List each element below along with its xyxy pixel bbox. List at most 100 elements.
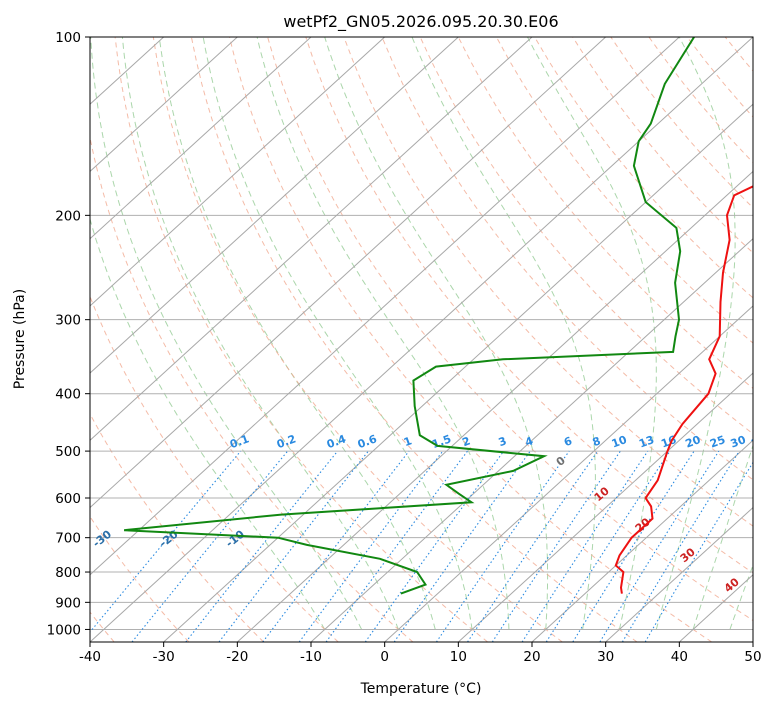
- chart-title: wetPf2_GN05.2026.095.20.30.E06: [283, 12, 558, 32]
- mixing-ratio-line: [545, 450, 671, 642]
- mixing-ratio-label: 0.4: [325, 432, 348, 451]
- dry-adiabat-line: [90, 295, 339, 642]
- mixing-ratio-label: 4: [523, 434, 535, 449]
- isotherm-line: [236, 170, 753, 642]
- mixing-ratio-label: 2: [461, 434, 473, 449]
- y-tick-label: 100: [55, 30, 81, 46]
- dewpoint-profile-line: [124, 37, 695, 595]
- mixing-ratio-label: 3: [497, 434, 509, 449]
- moist-adiabat-line: [324, 37, 549, 630]
- mixing-ratio-line: [521, 450, 649, 642]
- mixing-ratio-label: 20: [684, 433, 703, 451]
- isotherm-line: [384, 305, 753, 642]
- temperature-profile-line: [614, 185, 753, 594]
- moist-adiabats: [90, 37, 753, 630]
- dry-adiabat-line: [152, 37, 563, 642]
- mixing-ratio-label: 6: [562, 434, 574, 449]
- isotherm-line: [531, 439, 753, 642]
- moist-adiabat-line: [90, 217, 326, 630]
- mixing-ratio-label: 30: [729, 433, 748, 451]
- mixing-ratio-line: [325, 450, 468, 642]
- dry-adiabat-line: [724, 37, 753, 72]
- moist-adiabat-line: [729, 563, 753, 630]
- plot-area: 0.10.20.40.611.52346810131620253036-100-…: [24, 37, 768, 642]
- dry-adiabat-line: [190, 37, 638, 642]
- dry-adiabat-line: [229, 37, 712, 642]
- isotherm-line: [90, 37, 238, 173]
- x-tick-label: 30: [597, 649, 614, 665]
- isotherm-line: [605, 506, 753, 642]
- mixing-ratio-line: [599, 450, 720, 642]
- mixing-ratio-line: [393, 450, 531, 642]
- x-tick-label: 20: [523, 649, 540, 665]
- moist-adiabat-label: 30: [678, 545, 698, 565]
- y-tick-label: 500: [55, 444, 81, 460]
- dry-adiabat-line: [267, 37, 753, 622]
- mixing-ratio-line: [298, 450, 444, 642]
- mixing-ratio-line: [467, 450, 599, 642]
- mixing-ratio-label: 36: [749, 433, 768, 451]
- moist-adiabat-line: [527, 37, 657, 630]
- dry-adiabat-line: [572, 37, 753, 254]
- dry-adiabat-line: [90, 515, 190, 642]
- mixing-ratio-line: [262, 450, 410, 642]
- x-tick-label: -10: [300, 649, 322, 665]
- isotherm-line: [457, 372, 753, 642]
- mixing-ratio-line: [644, 461, 753, 642]
- mixing-ratio-label: 0.2: [275, 432, 298, 451]
- isotherm-line: [310, 237, 753, 642]
- mixing-ratio-label: 0.1: [228, 432, 251, 451]
- moist-adiabat-line: [90, 37, 363, 630]
- isotherm-line: [90, 37, 312, 240]
- dry-adiabat-label: -30: [90, 527, 114, 550]
- moist-adiabat-line: [692, 444, 753, 630]
- mixing-ratio-line: [131, 450, 289, 642]
- y-tick-label: 200: [55, 208, 81, 224]
- x-axis-label: Temperature (°C): [360, 681, 482, 697]
- dry-adiabat-line: [343, 37, 753, 527]
- mixing-ratio-lines: [90, 450, 753, 642]
- moist-adiabat-line: [411, 37, 596, 630]
- moist-adiabat-line: [256, 37, 510, 630]
- dry-adiabat-label: -10: [223, 527, 247, 550]
- y-axis: 100 200 300 400 500 600 700 800 900 1000: [47, 30, 90, 638]
- isotherm-line: [90, 37, 753, 642]
- moist-adiabat-line: [121, 37, 399, 630]
- moist-adiabat-line: [158, 37, 436, 630]
- mixing-ratio-label: 8: [591, 434, 603, 449]
- mixing-ratio-label: 0.6: [356, 432, 379, 451]
- mixing-ratio-label: 10: [610, 433, 629, 451]
- mixing-ratio-label: 1: [402, 434, 414, 449]
- dry-adiabat-line: [305, 37, 753, 574]
- dry-adiabat-label: -20: [157, 527, 181, 550]
- x-axis: -40 -30 -20 -10 0 10 20 30 40 50: [79, 642, 762, 665]
- y-tick-label: 400: [55, 387, 81, 403]
- dry-adiabat-line: [90, 412, 264, 642]
- x-tick-label: -30: [153, 649, 175, 665]
- mixing-ratio-line: [90, 450, 242, 633]
- moist-adiabat-label: 10: [592, 484, 612, 504]
- isotherm-line: [90, 37, 680, 576]
- dry-adiabat-label: -40: [24, 527, 48, 550]
- y-tick-label: 900: [55, 595, 81, 611]
- dry-adiabat-line: [457, 37, 753, 389]
- moist-adiabat-label: 0: [554, 454, 568, 469]
- x-tick-label: 40: [671, 649, 688, 665]
- x-tick-label: 50: [744, 649, 761, 665]
- y-tick-label: 600: [55, 491, 81, 507]
- mixing-ratio-line: [185, 450, 339, 642]
- mixing-ratio-line: [364, 450, 505, 642]
- isotherm-line: [163, 103, 753, 642]
- moist-adiabat-line: [655, 37, 736, 630]
- mixing-ratio-line: [435, 450, 570, 642]
- isotherms: [90, 37, 753, 642]
- mixing-ratio-label: 25: [708, 433, 727, 450]
- x-tick-label: -40: [79, 649, 101, 665]
- moist-adiabat-label: 20: [633, 515, 653, 535]
- mixing-ratio-line: [621, 450, 740, 642]
- dry-adiabat-line: [686, 37, 753, 118]
- isotherm-line: [90, 37, 386, 307]
- x-tick-label: -20: [226, 649, 248, 665]
- y-tick-label: 1000: [47, 622, 81, 638]
